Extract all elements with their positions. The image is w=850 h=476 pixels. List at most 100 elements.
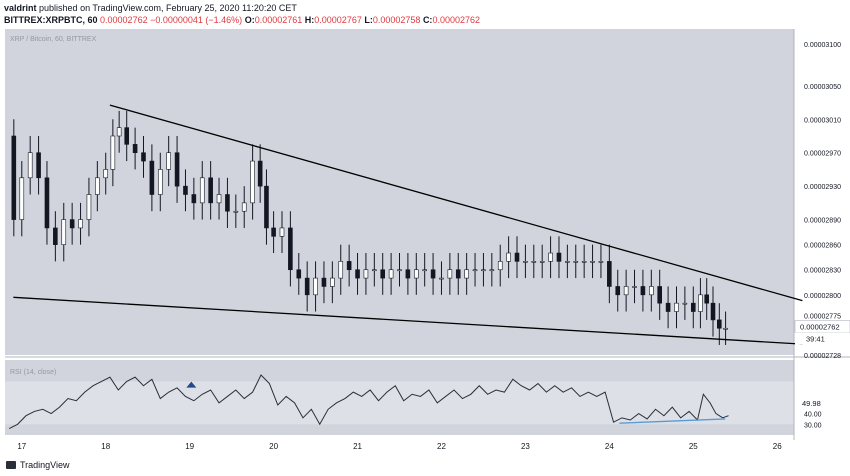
candle-body — [573, 261, 579, 263]
candles — [11, 110, 728, 345]
candle-body — [11, 135, 17, 220]
rsi-current-tag — [795, 396, 850, 409]
candle-body — [447, 269, 453, 279]
price-tick-label: 0.00002775 — [804, 314, 841, 321]
brand-name: TradingView — [20, 460, 70, 470]
candle-body — [590, 261, 595, 263]
candle-body — [439, 277, 444, 280]
time-tick-label: 24 — [605, 442, 614, 451]
candle-body — [372, 269, 377, 272]
candle-body — [598, 261, 604, 263]
candle-body — [27, 152, 33, 179]
tradingview-logo-icon — [6, 461, 16, 469]
candle-body — [355, 269, 360, 279]
candle-body — [304, 277, 310, 296]
high-value: 0.00002767 — [314, 15, 362, 25]
rsi-label: RSI (14, close) — [10, 369, 56, 376]
close-value: 0.00002762 — [432, 15, 480, 25]
candle-body — [264, 185, 269, 229]
time-tick-label: 18 — [101, 442, 110, 451]
candle-body — [489, 269, 495, 272]
candle-body — [110, 135, 116, 170]
tradingview-brand[interactable]: TradingView — [6, 460, 70, 470]
candle-body — [397, 269, 402, 272]
last-price: 0.00002762 — [100, 15, 148, 25]
low-value: 0.00002758 — [372, 15, 421, 25]
price-pane[interactable] — [5, 29, 794, 355]
candle-body — [565, 261, 570, 263]
publish-line: valdrint published on TradingView.com, F… — [4, 3, 297, 13]
candle-body — [95, 177, 100, 195]
candle-body — [225, 194, 230, 212]
candle-body — [321, 277, 327, 287]
high-label: H: — [304, 15, 315, 25]
price-tick-label: 0.00002970 — [804, 151, 841, 158]
time-tick-label: 26 — [773, 442, 782, 451]
candle-body — [690, 302, 696, 312]
time-tick-label: 20 — [269, 442, 278, 451]
candle-body — [716, 319, 722, 329]
time-tick-label: 19 — [185, 442, 194, 451]
candle-body — [413, 269, 419, 279]
candle-body — [216, 194, 222, 204]
candle-body — [313, 277, 318, 296]
candle-body — [623, 286, 629, 296]
candle-body — [288, 227, 293, 271]
rsi-tick-label: 40.00 — [804, 412, 822, 419]
candle-body — [607, 261, 612, 287]
candle-body — [257, 160, 263, 187]
candle-body — [250, 160, 255, 204]
candle-body — [472, 269, 478, 272]
rsi-line — [8, 374, 729, 430]
candle-body — [704, 294, 710, 304]
candle-body — [19, 177, 25, 220]
author-name[interactable]: valdrint — [4, 3, 37, 13]
time-tick-label: 17 — [17, 442, 26, 451]
candle-body — [183, 185, 188, 195]
rsi-trend-line — [619, 418, 726, 424]
candle-body — [481, 269, 486, 272]
candle-body — [539, 261, 545, 263]
candle-body — [279, 227, 285, 237]
wedge-lines — [13, 104, 803, 345]
candle-body — [615, 286, 621, 296]
rsi-current-label: 49.98 — [802, 399, 821, 408]
candle-body — [405, 269, 411, 279]
candle-body — [674, 302, 679, 312]
candle-body — [665, 302, 671, 312]
candle-body — [388, 269, 394, 279]
candle-body — [174, 152, 180, 187]
candle-body — [157, 169, 163, 195]
price-tick-label: 0.00003050 — [804, 84, 841, 91]
candle-body — [338, 261, 344, 279]
price-change: −0.00000041 (−1.46%) — [150, 15, 243, 25]
rsi-tick-label: 30.00 — [804, 422, 822, 429]
close-label: C: — [422, 15, 433, 25]
rsi-triangle-marker-icon — [186, 381, 197, 388]
candle-body — [78, 219, 83, 229]
price-tick-label: 0.00002830 — [804, 268, 841, 275]
candle-body — [430, 269, 436, 279]
open-label: O: — [244, 15, 255, 25]
published-text: published on TradingView.com, February 2… — [39, 3, 297, 13]
price-tick-label: 0.00002728 — [804, 353, 841, 360]
candle-body — [124, 127, 130, 145]
candle-body — [380, 269, 386, 279]
candle-body — [455, 269, 461, 279]
candle-body — [61, 219, 67, 245]
candle-body — [86, 194, 92, 220]
price-axis[interactable]: 0.00003100 0.00003050 0.00003010 0.00002970… — [794, 42, 850, 360]
candle-body — [53, 227, 58, 245]
candle-body — [44, 177, 50, 229]
candle-body — [710, 302, 716, 321]
candle-body — [723, 327, 728, 330]
candle-body — [548, 252, 553, 262]
time-axis[interactable]: 17 18 19 20 21 22 23 24 25 26 — [17, 442, 782, 451]
candle-body — [581, 261, 587, 263]
rsi-axis[interactable]: 30.00 40.00 49.98 — [795, 396, 850, 429]
rsi-band — [5, 381, 794, 425]
candle-body — [233, 210, 239, 213]
candle-body — [103, 169, 109, 179]
candle-body — [556, 252, 562, 262]
